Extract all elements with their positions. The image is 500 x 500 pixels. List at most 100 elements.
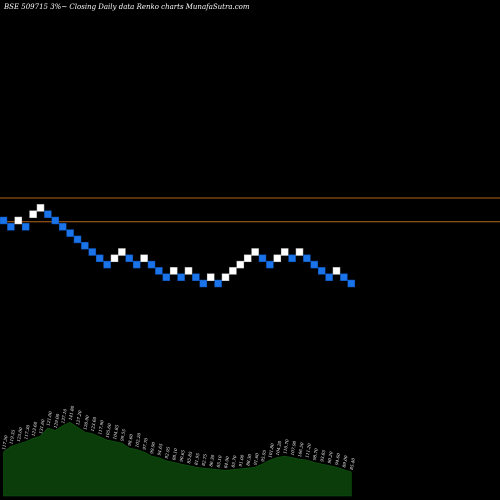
volume-label: 104.20 xyxy=(275,440,283,456)
renko-brick-up xyxy=(14,216,23,225)
renko-brick-down xyxy=(21,223,30,231)
renko-brick-down xyxy=(81,241,89,250)
volume-label: 89.00 xyxy=(341,455,348,468)
renko-brick-down xyxy=(125,254,134,263)
volume-label: 141.80 xyxy=(68,405,76,421)
renko-brick-up xyxy=(243,254,252,263)
volume-label: 137.10 xyxy=(60,408,68,424)
renko-brick-down xyxy=(303,254,311,263)
renko-brick-up xyxy=(118,248,126,256)
volume-label: 104.85 xyxy=(112,424,120,440)
renko-brick-up xyxy=(29,210,37,218)
volume-label: 85.70 xyxy=(230,455,237,468)
volume-label: 85.85 xyxy=(186,451,193,464)
volume-label: 105.60 xyxy=(105,423,113,439)
volume-label: 117.90 xyxy=(97,419,105,435)
volume-area xyxy=(3,422,352,497)
renko-brick-up xyxy=(169,267,178,275)
renko-brick-up xyxy=(140,254,148,263)
volume-label: 131.60 xyxy=(38,419,46,435)
volume-label: 97.70 xyxy=(142,437,149,450)
volume-label: 88.30 xyxy=(245,453,252,466)
renko-brick-down xyxy=(266,260,274,269)
volume-label: 81.95 xyxy=(193,452,200,465)
renko-brick-down xyxy=(88,248,97,256)
volume-label: 99.55 xyxy=(119,428,126,441)
renko-brick-down xyxy=(155,267,163,275)
renko-brick-up xyxy=(206,273,215,281)
renko-brick-up xyxy=(236,260,245,269)
renko-brick-down xyxy=(317,267,326,275)
volume-labels: 117.50 119.35 125.00 117.30 123.60 131.60121.… xyxy=(1,405,356,470)
volume-label: 117.50 xyxy=(1,435,9,451)
volume-label: 90.65 xyxy=(179,449,186,462)
renko-bricks xyxy=(0,204,356,288)
renko-brick-up xyxy=(280,248,289,256)
volume-label: 121.00 xyxy=(45,411,53,427)
renko-brick-down xyxy=(177,273,185,281)
volume-label: 98.60 xyxy=(127,433,134,446)
volume-label: 91.00 xyxy=(238,454,245,467)
volume-label: 93.85 xyxy=(319,449,326,462)
volume-label: 125.00 xyxy=(16,427,24,443)
volume-label: 95.95 xyxy=(260,449,267,462)
volume-label: 82.75 xyxy=(201,453,208,466)
volume-label: 99.90 xyxy=(149,441,156,454)
chart-title: BSE 509715 3%~ Closing Daily data Renko … xyxy=(3,3,250,11)
volume-label: 102.20 xyxy=(134,432,142,448)
renko-brick-down xyxy=(103,260,111,269)
renko-brick-down xyxy=(73,235,82,244)
renko-brick-down xyxy=(66,229,74,237)
renko-brick-down xyxy=(310,260,319,269)
renko-brick-down xyxy=(214,279,222,288)
volume-label: 91.60 xyxy=(253,452,260,465)
renko-brick-down xyxy=(7,223,15,231)
renko-brick-up xyxy=(36,204,45,212)
volume-label: 101.80 xyxy=(267,443,275,459)
renko-brick-down xyxy=(192,273,200,281)
renko-brick-down xyxy=(340,273,348,281)
renko-brick-down xyxy=(162,273,171,281)
renko-brick-down xyxy=(58,223,67,231)
volume-label: 94.65 xyxy=(156,443,163,456)
volume-label: 106.50 xyxy=(297,442,305,458)
volume-label: 88.10 xyxy=(171,448,178,461)
reference-lines xyxy=(0,197,500,223)
renko-brick-up xyxy=(184,267,193,275)
volume-label: 127.20 xyxy=(75,410,83,426)
renko-brick-down xyxy=(132,260,141,269)
renko-brick-up xyxy=(332,267,341,275)
renko-brick-down xyxy=(147,260,156,269)
volume-label: 86.30 xyxy=(208,454,215,467)
volume-area-shape xyxy=(3,422,352,497)
renko-brick-down xyxy=(258,254,267,263)
volume-label: 117.30 xyxy=(23,424,31,440)
renko-brick-down xyxy=(95,254,104,263)
renko-brick-down xyxy=(199,279,208,288)
volume-label: 85.10 xyxy=(216,455,223,468)
renko-brick-down xyxy=(44,210,52,218)
volume-label: 123.60 xyxy=(31,421,39,437)
volume-label: 90.20 xyxy=(327,451,334,464)
renko-brick-up xyxy=(229,267,237,275)
renko-brick-up xyxy=(273,254,282,263)
renko-brick-up xyxy=(295,248,304,256)
volume-label: 107.90 xyxy=(290,440,298,456)
volume-label: 85.40 xyxy=(349,457,356,470)
volume-label: 110.70 xyxy=(282,439,290,455)
volume-label: 119.35 xyxy=(8,429,16,445)
renko-brick-down xyxy=(0,216,8,225)
renko-brick-down xyxy=(51,216,60,225)
volume-label: 123.60 xyxy=(90,416,98,432)
renko-brick-up xyxy=(110,254,119,263)
volume-label: 84.90 xyxy=(223,456,230,469)
renko-brick-up xyxy=(251,248,259,256)
volume-label: 92.95 xyxy=(164,446,171,459)
renko-brick-down xyxy=(347,279,356,288)
volume-label: 111.20 xyxy=(304,443,312,459)
renko-brick-down xyxy=(325,273,333,281)
volume-label: 98.70 xyxy=(312,448,319,461)
renko-brick-down xyxy=(288,254,296,263)
volume-label: 120.90 xyxy=(82,415,90,431)
